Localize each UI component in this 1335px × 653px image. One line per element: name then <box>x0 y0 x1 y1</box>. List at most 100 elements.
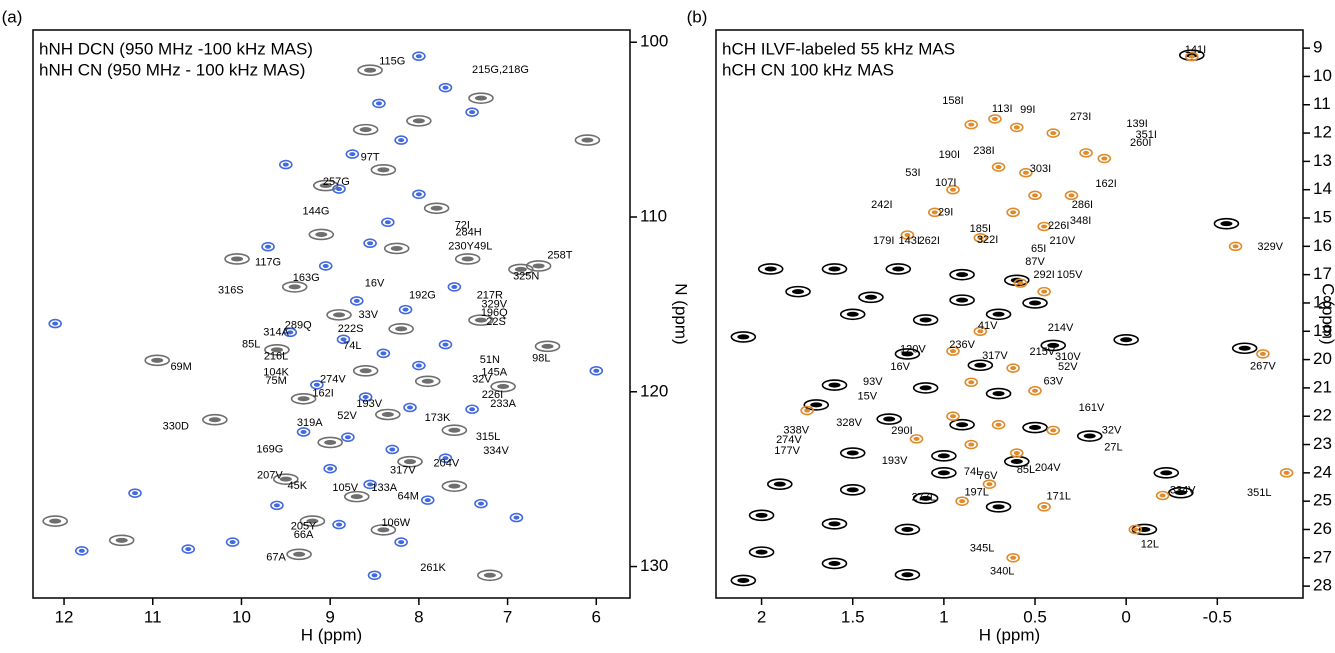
peak-label: 215G,218G <box>472 64 529 76</box>
peak <box>1213 217 1240 230</box>
peak <box>973 326 988 337</box>
peak <box>474 498 488 509</box>
peak-core <box>968 380 975 385</box>
peak-label: 75M <box>265 375 286 387</box>
peak <box>931 467 957 479</box>
peak-core <box>327 466 334 471</box>
peak <box>372 98 386 109</box>
peak-core <box>300 429 307 434</box>
peak <box>988 114 1002 124</box>
peak-core <box>390 245 403 251</box>
peak <box>345 149 360 159</box>
peak-label: 348I <box>1070 215 1091 227</box>
y-tick-label: 17 <box>1313 264 1332 283</box>
peak-label: 196Q <box>481 307 508 319</box>
peak <box>420 495 435 505</box>
peak-core <box>1029 425 1042 431</box>
peak <box>1256 349 1270 359</box>
peak <box>412 360 426 371</box>
peak <box>279 159 293 170</box>
peak-core <box>828 521 841 527</box>
peak <box>1040 339 1067 352</box>
peak-core <box>389 447 396 452</box>
peak-core <box>229 540 236 545</box>
peak-label: 230Y49L <box>448 241 492 253</box>
peak-core <box>477 501 484 506</box>
peak <box>991 162 1006 172</box>
peak <box>912 492 939 505</box>
peak-core <box>1017 281 1024 286</box>
peak-label: 107I <box>935 177 956 189</box>
panel-label: (b) <box>687 7 708 26</box>
peak-core <box>1083 433 1096 439</box>
peak-label: 51N <box>480 354 500 366</box>
peak-core <box>1010 366 1017 371</box>
peak-core <box>474 95 487 101</box>
legend-entry: hNH DCN (950 MHz -100 kHz MAS) <box>39 39 313 58</box>
peak-label: 185I <box>970 223 991 235</box>
peak-label: 120V <box>900 343 926 355</box>
peak <box>946 411 960 422</box>
peak <box>730 574 757 587</box>
peak-core <box>755 512 768 518</box>
peak <box>370 164 397 176</box>
peak-core <box>367 482 374 487</box>
peak <box>821 557 848 570</box>
y-tick-label: 110 <box>640 206 667 225</box>
peak <box>508 263 534 276</box>
peak-core <box>995 165 1002 170</box>
peak-label: 115G <box>379 55 405 67</box>
peak-core <box>1283 470 1290 475</box>
peak-core <box>773 481 786 487</box>
peak <box>394 537 408 547</box>
peak <box>412 51 426 62</box>
peak-label: 334V <box>1170 484 1196 496</box>
peak-core <box>883 416 896 422</box>
peak-core <box>949 349 956 354</box>
peak-core <box>919 385 932 391</box>
peak-core <box>1013 451 1020 456</box>
peak-label: 215V <box>1029 346 1055 358</box>
peak-label: 117G <box>255 256 281 268</box>
peak-label: 322I <box>977 234 998 246</box>
peak-core <box>336 187 343 192</box>
peak-label: 325N <box>513 270 539 282</box>
peak <box>74 546 89 556</box>
y-axis-title: N (ppm) <box>672 283 691 344</box>
peak <box>1064 190 1079 201</box>
y-tick-label: 100 <box>640 32 668 51</box>
peak <box>1009 448 1024 458</box>
peak-label: 141I <box>1185 44 1206 56</box>
peak-label: 284H <box>455 227 481 239</box>
peak-core <box>430 205 443 211</box>
peak <box>1097 153 1112 164</box>
peak <box>376 348 391 359</box>
peak <box>1153 467 1180 479</box>
peak-label: 113I <box>992 103 1013 115</box>
peak-core <box>469 407 476 412</box>
peak-core <box>349 152 356 157</box>
peak <box>181 544 196 554</box>
peak <box>438 339 453 350</box>
peak-label: 262I <box>919 235 940 247</box>
peak-core <box>1174 490 1187 496</box>
peak-core <box>1259 351 1266 356</box>
peak <box>438 82 453 93</box>
peak <box>1006 552 1020 563</box>
peak <box>900 230 915 240</box>
peak-label: 104K <box>263 366 289 378</box>
peak <box>438 453 453 463</box>
peak-label: 45K <box>288 480 308 492</box>
y-tick-label: 22 <box>1313 406 1332 425</box>
peak-label: 32V <box>472 373 492 385</box>
y-tick-label: 20 <box>1313 349 1332 368</box>
peak <box>927 207 942 218</box>
peak-core <box>1013 125 1020 130</box>
peak-label: 98L <box>532 352 550 364</box>
peak-label: 222S <box>338 323 364 335</box>
peak-core <box>846 311 859 317</box>
peak <box>1013 278 1028 288</box>
peak-label: 289Q <box>285 319 312 331</box>
peak <box>323 463 337 474</box>
peak-label: 144G <box>303 206 330 218</box>
